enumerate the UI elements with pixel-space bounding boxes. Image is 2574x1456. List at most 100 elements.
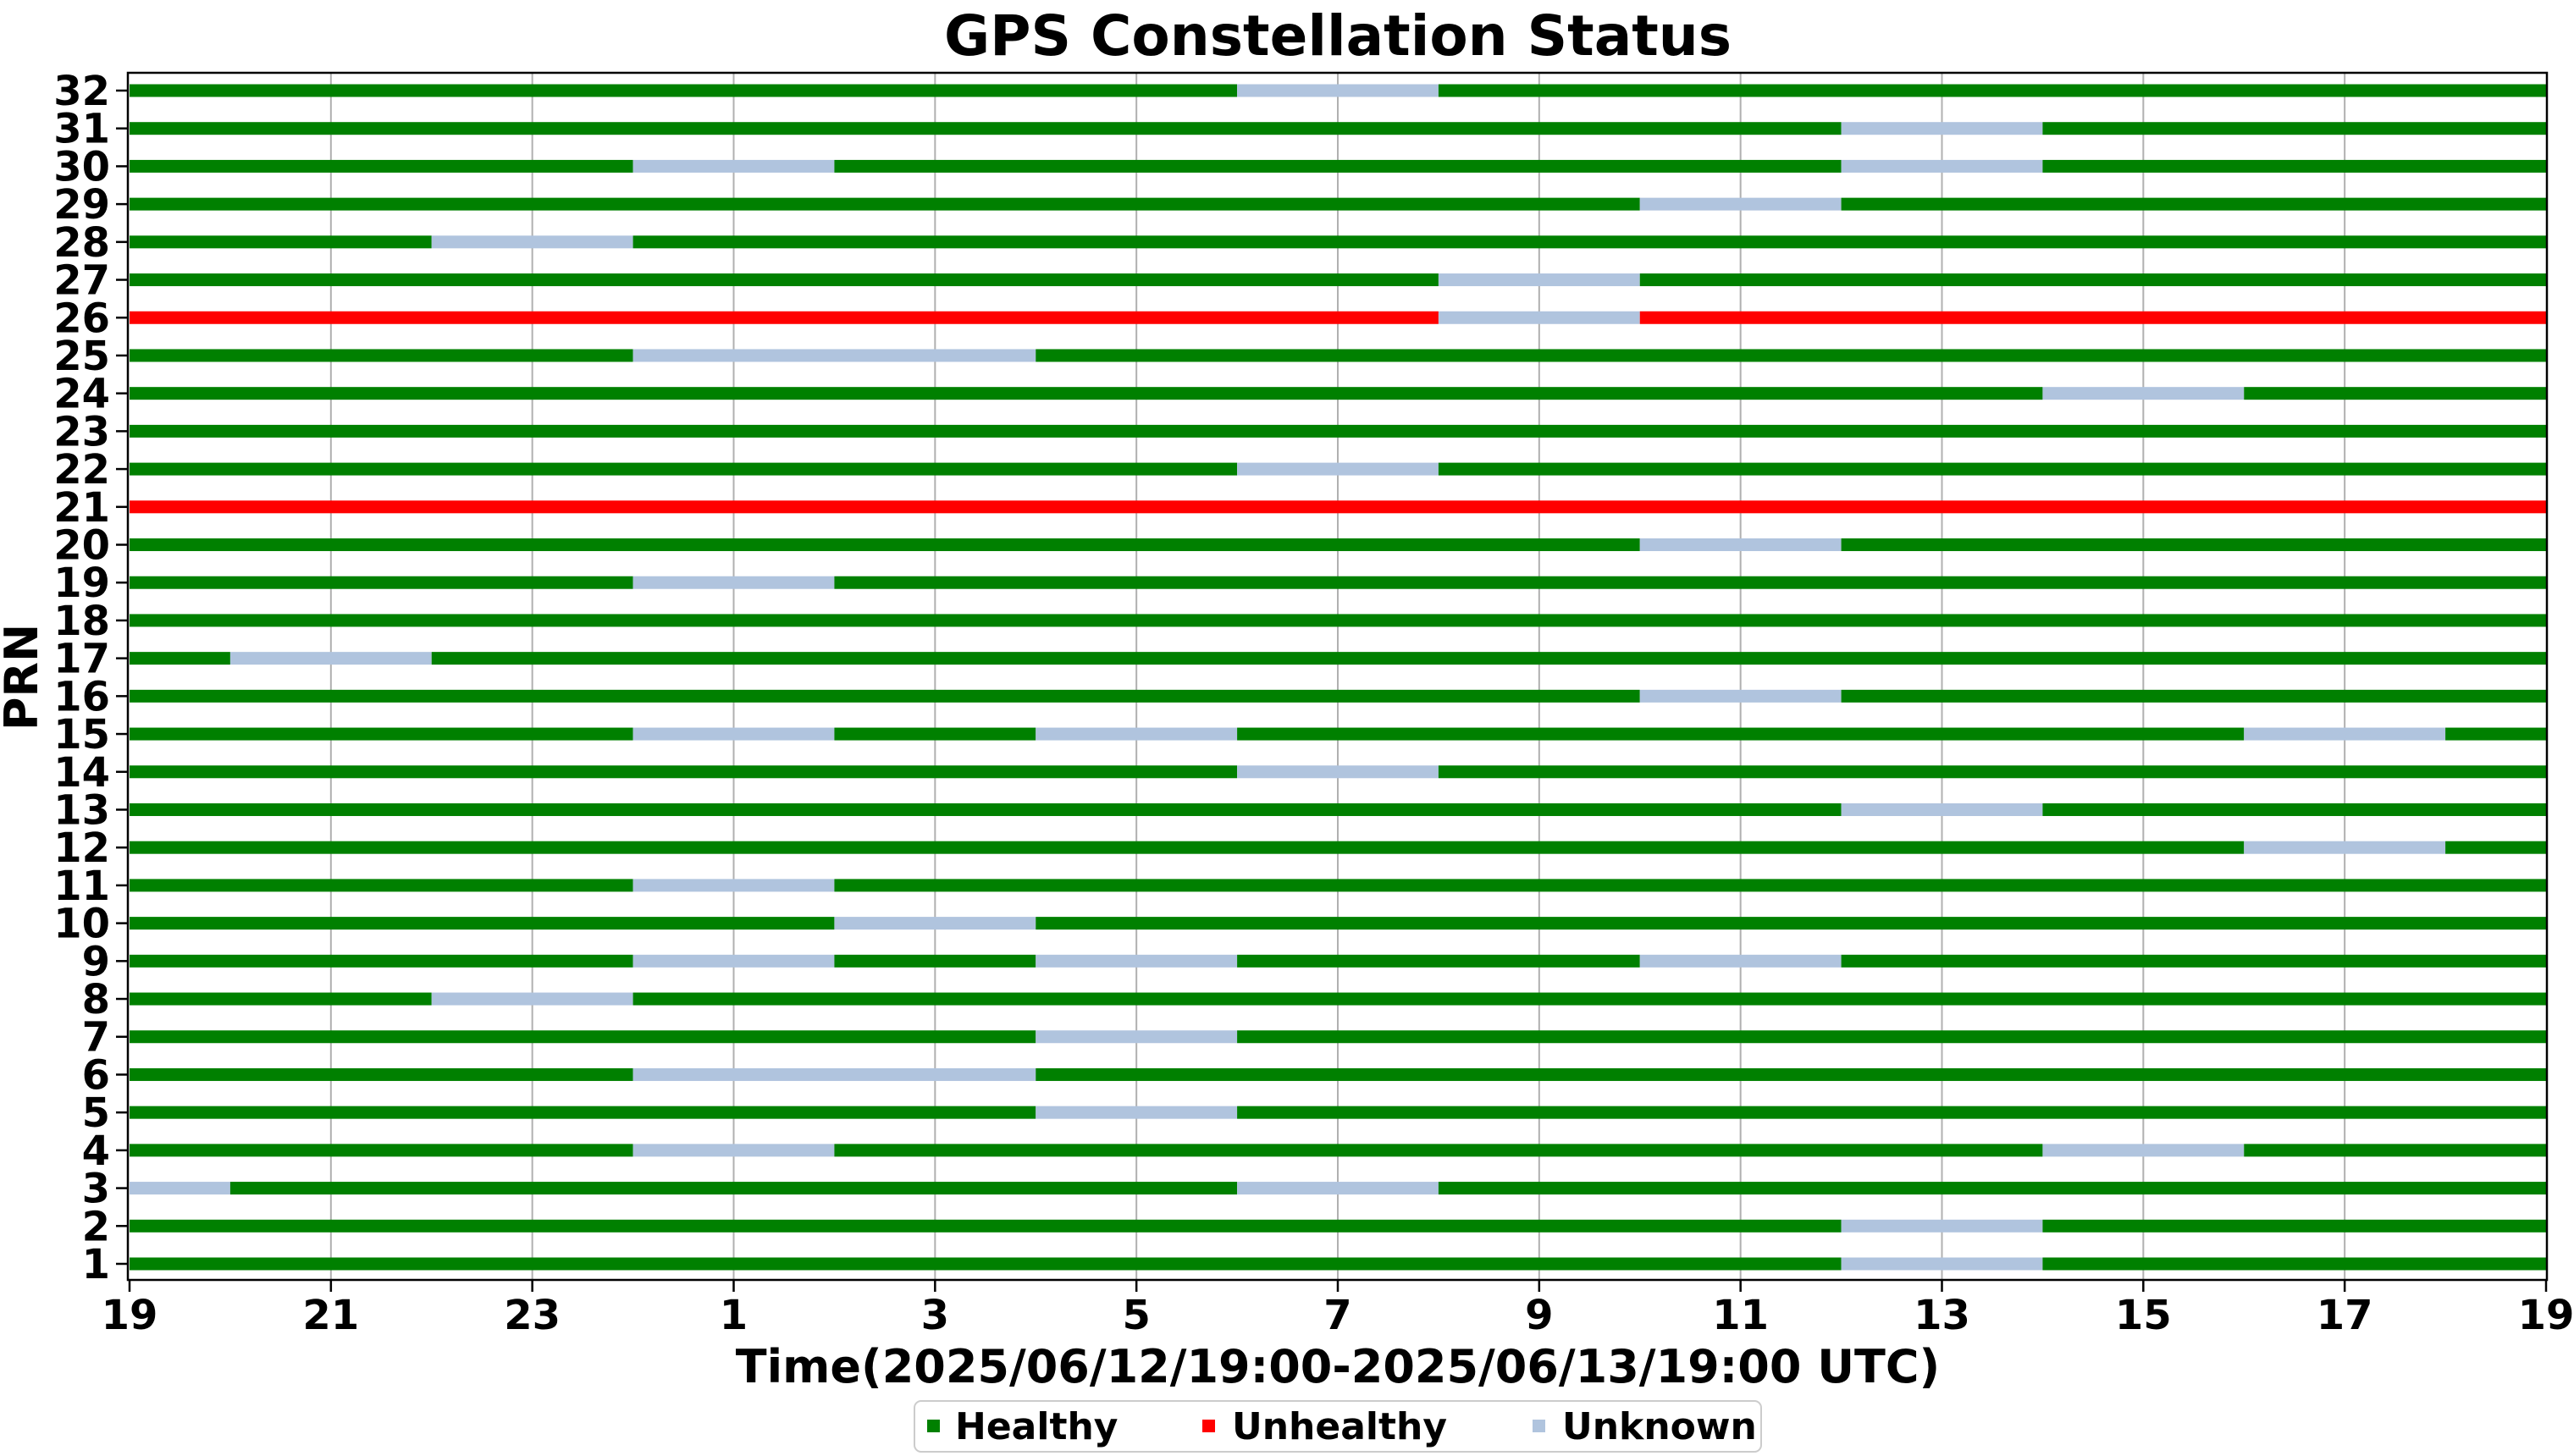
status-bar-segment-healthy [2244, 387, 2546, 400]
y-tick-label: 9 [82, 938, 110, 985]
legend-label-unknown: Unknown [1562, 1405, 1757, 1448]
prn-row-29 [130, 197, 2546, 211]
x-tick-label: 7 [1323, 1292, 1351, 1339]
x-tick-label: 19 [2518, 1292, 2574, 1339]
y-tick-label: 3 [82, 1166, 110, 1213]
status-bar-segment-unhealthy [130, 311, 1439, 324]
status-bar-segment-unknown [1841, 1257, 2043, 1271]
y-tick-label: 21 [53, 484, 110, 532]
status-bar-segment-healthy [130, 349, 633, 362]
status-bar-segment-healthy [1438, 84, 2546, 97]
status-bar-segment-unknown [431, 992, 633, 1006]
status-bar-segment-unknown [2042, 387, 2245, 400]
status-bar-segment-healthy [834, 879, 2546, 892]
status-bar-segment-healthy [2042, 159, 2546, 173]
status-bar-segment-unknown [1237, 1182, 1439, 1195]
status-bar-segment-healthy [834, 727, 1036, 741]
y-tick-label: 24 [53, 371, 110, 418]
status-bar-segment-unknown [229, 652, 432, 665]
status-bar-segment-healthy [1237, 727, 2245, 741]
legend-label-healthy: Healthy [955, 1405, 1118, 1448]
status-bar-segment-healthy [2042, 122, 2546, 135]
y-tick-label: 6 [82, 1051, 110, 1099]
x-tick-label: 1 [720, 1292, 748, 1339]
prn-row-3 [130, 1182, 2546, 1195]
status-bar-segment-unknown [2042, 1144, 2245, 1157]
status-bar-segment-unknown [632, 1067, 1036, 1081]
prn-row-8 [130, 992, 2547, 1006]
status-bar-segment-healthy [130, 576, 633, 589]
y-tick-label: 8 [82, 976, 110, 1023]
status-bar-segment-healthy [834, 1144, 2043, 1157]
prn-row-27 [130, 273, 2546, 287]
prn-row-22 [130, 462, 2546, 476]
y-tick-label: 28 [53, 219, 110, 267]
status-bar-segment-healthy [1036, 349, 2546, 362]
status-bar-segment-unknown [1841, 159, 2043, 173]
legend: Healthy Unhealthy Unknown [914, 1400, 1762, 1453]
y-tick-label: 32 [53, 68, 110, 115]
status-bar-segment-unknown [632, 349, 1036, 362]
prn-row-13 [130, 802, 2546, 816]
status-bar-segment-healthy [130, 802, 1842, 816]
status-bar-segment-healthy [130, 1106, 1036, 1119]
y-tick-label: 7 [82, 1014, 110, 1062]
status-bar-segment-unknown [632, 1144, 835, 1157]
legend-swatch-unknown [1533, 1420, 1545, 1432]
status-bar-segment-unknown [1237, 84, 1439, 97]
legend-box [914, 1400, 1762, 1453]
status-bar-segment-healthy [834, 954, 1036, 968]
status-bar-segment-healthy [130, 273, 1439, 287]
prn-row-2 [130, 1219, 2546, 1233]
prn-row-16 [130, 689, 2546, 703]
y-tick-label: 4 [82, 1128, 110, 1175]
x-tick-label: 23 [504, 1292, 561, 1339]
y-tick-label: 1 [82, 1241, 110, 1288]
status-bar-segment-healthy [130, 917, 835, 930]
prn-row-9 [130, 954, 2546, 968]
prn-row-28 [130, 235, 2547, 249]
prn-row-1 [130, 1257, 2546, 1271]
y-tick-label: 13 [53, 786, 110, 834]
status-bar-segment-healthy [2445, 841, 2546, 854]
status-bar-segment-healthy [632, 992, 2547, 1006]
y-tick-label: 29 [53, 181, 110, 229]
y-tick-label: 25 [53, 333, 110, 380]
y-tick-label: 23 [53, 408, 110, 455]
prn-row-5 [130, 1106, 2546, 1119]
status-bar-segment-unknown [2244, 841, 2446, 854]
status-bar-segment-healthy [1438, 765, 2546, 779]
status-bar-segment-unknown [1438, 273, 1640, 287]
prn-row-15 [130, 727, 2546, 741]
prn-row-18 [130, 614, 2546, 627]
status-bar-segment-unknown [431, 235, 633, 249]
status-bar-segment-healthy [130, 765, 1238, 779]
y-tick-label: 20 [53, 522, 110, 570]
status-bar-segment-healthy [1237, 954, 1640, 968]
x-tick-label: 11 [1712, 1292, 1769, 1339]
status-bar-segment-healthy [2042, 1257, 2546, 1271]
y-tick-label: 30 [53, 143, 110, 190]
prn-row-4 [130, 1144, 2546, 1157]
status-bar-segment-healthy [130, 122, 1842, 135]
status-bar-segment-healthy [1639, 273, 2546, 287]
status-bar-segment-unknown [632, 879, 835, 892]
x-tick-label: 13 [1914, 1292, 1970, 1339]
status-bar-segment-unknown [1036, 954, 1238, 968]
status-bar-segment-healthy [130, 614, 2546, 627]
y-tick-label: 27 [53, 257, 110, 305]
status-bar-segment-unhealthy [1639, 311, 2546, 324]
x-tick-label: 17 [2317, 1292, 2373, 1339]
status-bar-segment-unknown [1036, 1106, 1238, 1119]
y-tick-label: 5 [82, 1089, 110, 1137]
status-bar-segment-healthy [130, 462, 1238, 476]
status-bar-segment-healthy [1237, 1030, 2546, 1044]
legend-swatch-healthy [927, 1420, 940, 1432]
prn-row-12 [130, 841, 2546, 854]
prn-row-6 [130, 1067, 2546, 1081]
x-tick-label: 9 [1525, 1292, 1553, 1339]
status-bar-segment-unknown [1438, 311, 1640, 324]
status-bar-segment-healthy [130, 1030, 1036, 1044]
status-bar-segment-unknown [1841, 802, 2043, 816]
y-tick-label: 12 [53, 825, 110, 872]
